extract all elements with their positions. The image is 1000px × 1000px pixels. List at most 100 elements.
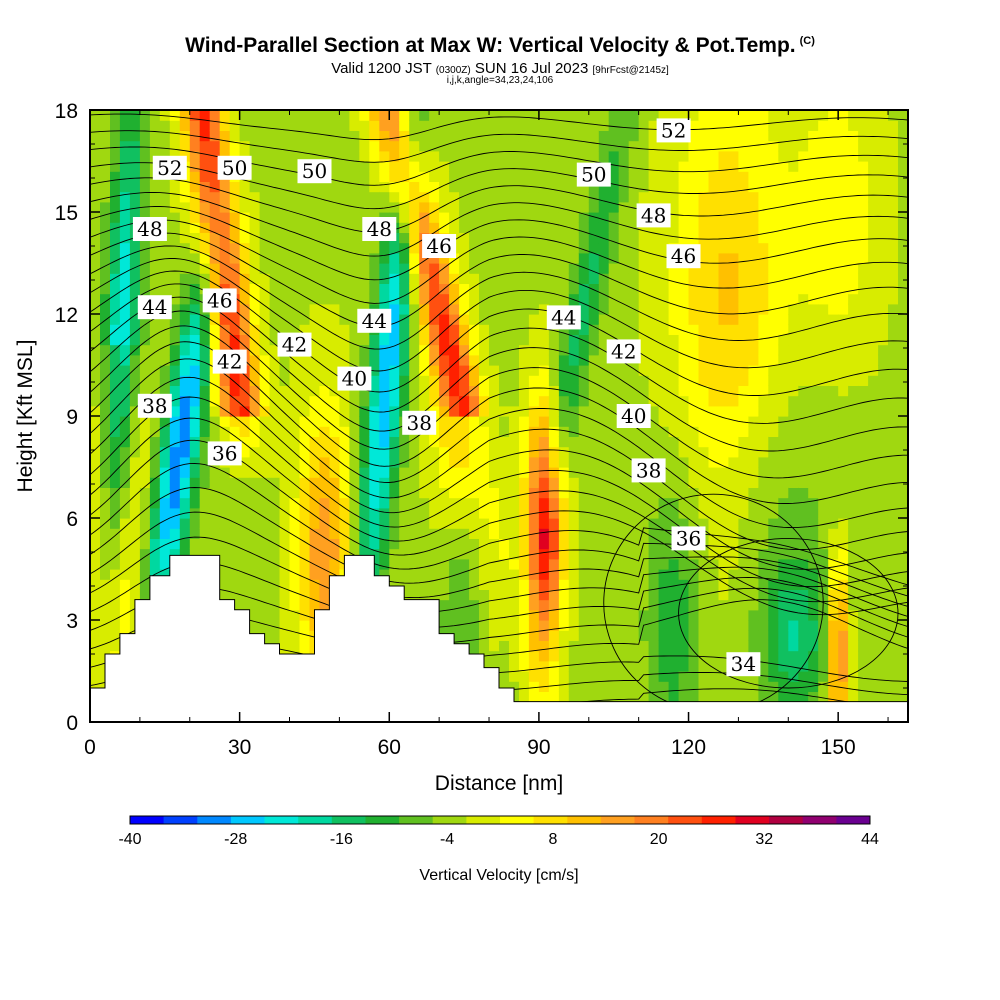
field-cell xyxy=(139,191,151,203)
field-cell xyxy=(878,171,889,182)
field-cell xyxy=(728,150,739,162)
field-cell xyxy=(568,324,580,335)
field-cell xyxy=(658,140,670,152)
field-cell xyxy=(758,375,769,386)
field-cell xyxy=(808,375,819,386)
field-cell xyxy=(568,365,580,376)
field-cell xyxy=(159,365,171,376)
field-cell xyxy=(369,130,380,142)
field-cell xyxy=(558,671,570,682)
field-cell xyxy=(389,497,400,509)
field-cell xyxy=(219,579,231,590)
field-cell xyxy=(219,538,231,550)
contour-label: 34 xyxy=(726,652,761,677)
field-cell xyxy=(379,140,390,152)
field-cell xyxy=(259,477,271,488)
field-cell xyxy=(519,222,530,233)
field-cell xyxy=(199,467,211,478)
field-cell xyxy=(359,385,370,397)
field-cell xyxy=(179,365,191,376)
field-cell xyxy=(389,456,400,468)
field-cell xyxy=(708,518,720,529)
field-cell xyxy=(469,538,480,550)
isentrope-line xyxy=(90,219,908,304)
field-cell xyxy=(419,324,430,335)
field-cell xyxy=(818,130,829,142)
field-cell xyxy=(289,477,301,488)
field-cell xyxy=(299,405,311,417)
field-cell xyxy=(688,497,700,509)
field-cell xyxy=(459,314,470,325)
field-cell xyxy=(728,620,739,631)
field-cell xyxy=(648,283,660,295)
field-cell xyxy=(110,222,121,233)
field-cell xyxy=(499,212,510,223)
field-cell xyxy=(489,467,500,478)
field-cell xyxy=(309,110,321,121)
field-cell xyxy=(738,497,749,509)
field-cell xyxy=(519,242,530,254)
field-cell xyxy=(698,640,710,652)
field-cell xyxy=(269,405,281,417)
field-cell xyxy=(858,518,869,529)
field-cell xyxy=(389,242,400,254)
field-cell xyxy=(329,446,340,458)
field-cell xyxy=(489,579,500,590)
field-cell xyxy=(608,477,620,488)
field-cell xyxy=(658,283,670,295)
field-cell xyxy=(459,609,470,621)
field-cell xyxy=(688,375,700,386)
field-cell xyxy=(808,579,819,590)
field-cell xyxy=(409,477,420,488)
field-cell xyxy=(618,222,630,233)
field-cell xyxy=(339,263,350,274)
field-cell xyxy=(558,599,570,611)
field-cell xyxy=(658,548,670,560)
field-cell xyxy=(658,620,670,631)
field-cell xyxy=(329,201,340,213)
field-cell xyxy=(489,609,500,621)
field-cell xyxy=(768,507,779,519)
field-cell xyxy=(888,181,899,193)
field-cell xyxy=(878,242,889,254)
field-cell xyxy=(169,395,181,407)
field-cell xyxy=(459,405,470,417)
field-cell xyxy=(229,497,241,509)
field-cell xyxy=(519,558,530,570)
field-cell xyxy=(249,303,261,315)
field-cell xyxy=(509,426,520,437)
field-cell xyxy=(848,314,859,325)
field-cell xyxy=(249,242,261,254)
field-cell xyxy=(768,579,779,590)
field-cell xyxy=(110,589,121,601)
field-cell xyxy=(449,436,460,448)
field-cell xyxy=(538,630,550,641)
field-cell xyxy=(838,385,849,397)
field-cell xyxy=(718,620,730,631)
field-cell xyxy=(399,548,410,560)
field-cell xyxy=(319,446,330,458)
field-cell xyxy=(848,120,859,131)
field-cell xyxy=(499,252,510,264)
field-cell xyxy=(409,242,420,254)
field-cell xyxy=(848,528,859,539)
field-cell xyxy=(110,456,121,468)
field-cell xyxy=(289,569,301,580)
field-cell xyxy=(748,487,759,499)
field-cell xyxy=(369,497,380,509)
field-cell xyxy=(638,344,650,356)
field-cell xyxy=(708,650,720,662)
field-cell xyxy=(798,640,809,652)
field-cell xyxy=(449,477,460,488)
field-cell xyxy=(558,456,570,468)
field-cell xyxy=(509,222,520,233)
field-cell xyxy=(379,436,390,448)
field-cell xyxy=(489,334,500,346)
field-cell xyxy=(808,467,819,478)
isentrope-line xyxy=(678,537,899,689)
field-cell xyxy=(469,314,480,325)
field-cell xyxy=(538,201,550,213)
field-cell xyxy=(289,630,301,641)
field-cell xyxy=(788,405,799,417)
field-cell xyxy=(728,334,739,346)
